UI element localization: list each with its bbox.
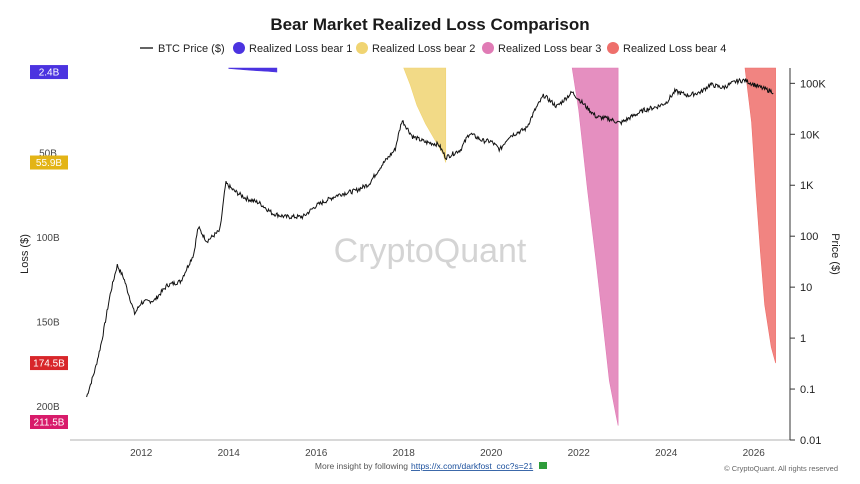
value-tag [30,356,68,371]
chart-title: Bear Market Realized Loss Comparison [270,15,589,34]
copyright-text: © CryptoQuant. All rights reserved [724,464,838,473]
value-tag [30,415,68,429]
legend-item-bear-1[interactable]: Realized Loss bear 1 [233,42,352,55]
x-tick-label: 2022 [568,448,591,459]
footer: More insight by following https://x.com/… [315,461,547,471]
value-tag-label: 2.4B [39,68,60,79]
x-tick-label: 2024 [655,448,678,459]
loss-area-bear-4 [744,67,776,364]
loss-area-bear-1 [228,67,278,73]
footer-text: More insight by following [315,461,408,471]
value-tag-label: 174.5B [33,359,65,370]
legend-item-btc-price[interactable]: BTC Price ($) [140,43,225,55]
left-axis-ticks: 50B 100B 150B 200B [36,149,60,414]
value-tag-label: 55.9B [36,158,62,169]
right-tick-label: 1 [800,333,806,345]
x-tick-label: 2014 [218,448,241,459]
x-tick-label: 2016 [305,448,328,459]
legend-label-bear-1: Realized Loss bear 1 [249,43,352,55]
legend-swatch-bear-4 [607,42,619,54]
value-tag [30,65,68,80]
x-tick-label: 2026 [743,448,766,459]
right-tick-label: 0.1 [800,384,815,396]
x-tick-label: 2018 [393,448,416,459]
legend-item-bear-4[interactable]: Realized Loss bear 4 [607,42,726,55]
x-axis-ticks: 2012 2014 2016 2018 2020 2022 2024 2026 [130,448,765,459]
right-axis-title: Price ($) [829,233,841,275]
watermark-logo: CryptoQuant [334,232,527,270]
value-tag-label: 211.5B [34,418,65,429]
right-tick-label: 10K [800,129,820,141]
right-tick-label: 1K [800,180,814,192]
legend-swatch-bear-2 [356,42,368,54]
right-tick-label: 100K [800,78,826,90]
btc-price-line [86,77,774,398]
left-tick-label: 150B [36,318,60,329]
x-tick-label: 2012 [130,448,153,459]
value-tag [30,155,68,170]
left-tick-label: 100B [36,233,60,244]
legend-item-bear-3[interactable]: Realized Loss bear 3 [482,42,601,55]
legend-item-bear-2[interactable]: Realized Loss bear 2 [356,42,475,55]
left-tick-label: 200B [36,402,60,413]
right-tick-label: 10 [800,282,812,294]
loss-area-bear-3 [571,67,619,426]
x-tick-label: 2020 [480,448,503,459]
right-tick-label: 100 [800,231,818,243]
right-tick-label: 0.01 [800,435,821,447]
legend-label-btc-price: BTC Price ($) [158,43,225,55]
legend-label-bear-3: Realized Loss bear 3 [498,43,601,55]
footer-link[interactable]: https://x.com/darkfost_coc?s=21 [411,461,533,471]
legend-swatch-bear-1 [233,42,245,54]
value-tags: 2.4B 55.9B 174.5B 211.5B [30,65,68,429]
left-tick-label: 50B [39,149,57,160]
flag-icon [539,462,547,469]
loss-areas [228,67,776,426]
price-line-layer [86,77,774,398]
legend: BTC Price ($) Realized Loss bear 1 Reali… [140,42,726,55]
legend-swatch-bear-3 [482,42,494,54]
left-axis-title: Loss ($) [19,234,31,274]
right-axis-ticks: 100K 10K 1K 100 10 1 0.1 0.01 [790,78,826,447]
legend-label-bear-2: Realized Loss bear 2 [372,43,475,55]
legend-label-bear-4: Realized Loss bear 4 [623,43,726,55]
loss-area-bear-2 [403,67,447,163]
